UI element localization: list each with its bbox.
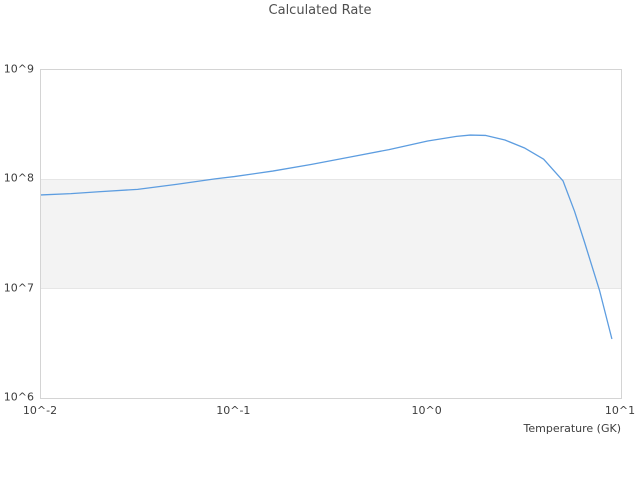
line-plot-svg	[41, 134, 613, 340]
y-tick-label: 10^8	[3, 171, 34, 185]
x-axis-label: Temperature (GK)	[523, 422, 622, 435]
x-tick-label: 10^0	[411, 404, 442, 417]
x-tick-label: 10^-2	[22, 404, 58, 417]
calculated-rate-line	[41, 134, 613, 340]
x-tick-label: 10^-1	[216, 404, 251, 417]
highlight-band	[41, 179, 621, 289]
chart-title: Calculated Rate	[268, 3, 372, 18]
plot-area	[40, 69, 622, 399]
y-tick-label: 10^9	[3, 62, 34, 76]
x-tick-label: 10^1	[604, 404, 636, 417]
y-tick-label: 10^7	[3, 281, 34, 295]
y-tick-label: 10^6	[3, 390, 34, 404]
